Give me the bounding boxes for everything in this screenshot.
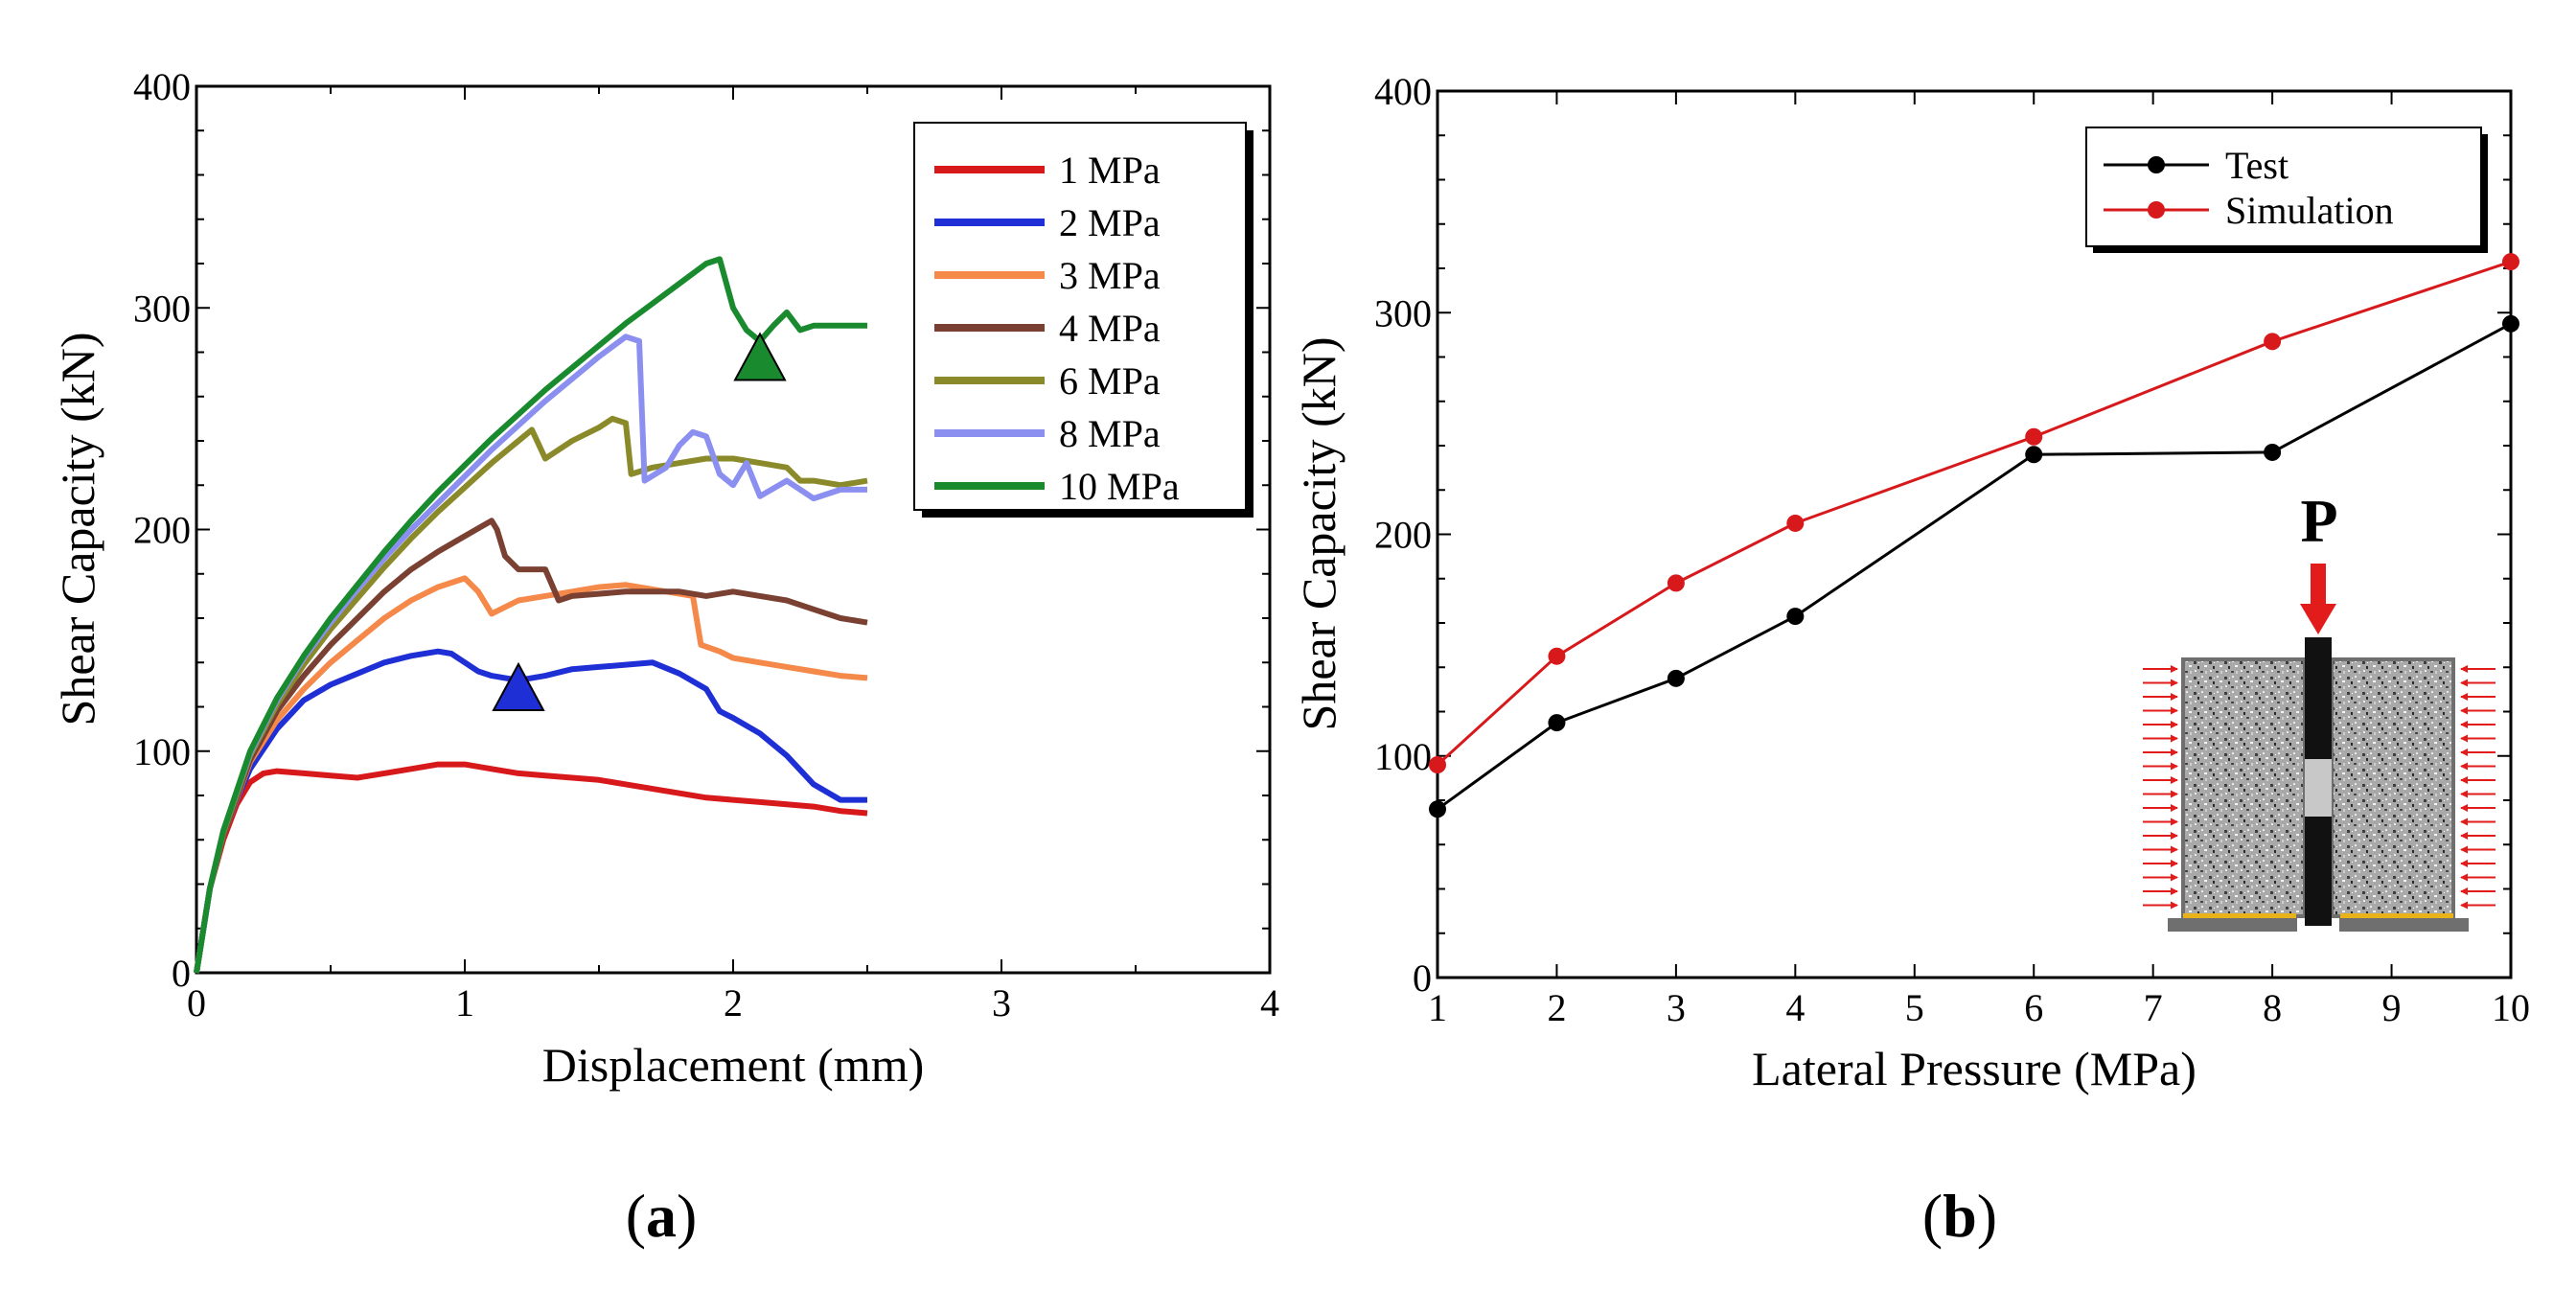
inset-left-support <box>2168 918 2297 932</box>
chart-b-legend-box <box>2085 127 2482 247</box>
data-point <box>1667 574 1685 592</box>
data-point <box>1786 514 1805 532</box>
chart-a-x-axis-label: Displacement (mm) <box>542 1038 925 1092</box>
legend-marker <box>2148 201 2165 219</box>
specimen-inset-diagram: P <box>2143 487 2496 932</box>
data-point <box>2264 443 2282 461</box>
data-point <box>2502 253 2519 271</box>
data-point <box>2025 446 2043 464</box>
chart-b-x-axis-label: Lateral Pressure (MPa) <box>1752 1042 2196 1095</box>
x-tick-label: 2 <box>724 981 743 1025</box>
legend-label: 6 MPa <box>1059 359 1161 403</box>
data-point <box>2025 427 2043 446</box>
legend-label: 4 MPa <box>1059 307 1161 350</box>
x-tick-label: 10 <box>2492 986 2530 1029</box>
series-line-2-mpa <box>194 648 867 974</box>
panel-label-b: (b) <box>1922 1182 1997 1250</box>
legend-label: Simulation <box>2225 189 2394 232</box>
data-point <box>1548 714 1566 732</box>
x-tick-label: 1 <box>455 981 474 1025</box>
y-tick-label: 0 <box>1413 956 1432 1000</box>
x-tick-label: 0 <box>187 981 206 1025</box>
y-tick-label: 300 <box>133 287 191 330</box>
inset-right-block <box>2330 657 2455 918</box>
y-tick-label: 100 <box>1374 735 1432 778</box>
panel-label-a: (a) <box>626 1182 698 1250</box>
series-line-10-mpa <box>194 256 867 974</box>
y-tick-label: 400 <box>133 65 191 108</box>
x-tick-label: 1 <box>1428 986 1447 1029</box>
x-tick-label: 9 <box>2382 986 2402 1029</box>
x-tick-label: 4 <box>1785 986 1805 1029</box>
chart-b-y-axis-label: Shear Capacity (kN) <box>1292 337 1346 731</box>
y-tick-label: 200 <box>133 509 191 552</box>
series-line-6-mpa <box>194 415 868 974</box>
y-tick-label: 0 <box>172 952 191 995</box>
data-point <box>1548 647 1566 665</box>
x-tick-label: 5 <box>1905 986 1924 1029</box>
y-tick-label: 200 <box>1374 514 1432 557</box>
triangle-marker <box>492 661 545 711</box>
inset-load-arrow-head <box>2300 604 2336 634</box>
inset-lateral-pressure-arrows-right <box>2460 665 2496 910</box>
data-point <box>1667 669 1685 687</box>
x-tick-label: 7 <box>2144 986 2163 1029</box>
series-line-3-mpa <box>194 575 868 974</box>
inset-center-gap <box>2305 759 2332 817</box>
inset-load-arrow-shaft <box>2311 564 2326 606</box>
x-tick-label: 3 <box>1667 986 1686 1029</box>
inset-load-label: P <box>2300 487 2337 555</box>
y-tick-label: 300 <box>1374 291 1432 334</box>
chart-a-ticks: 0 1 2 3 4 0 100 200 300 400 <box>133 65 1279 1025</box>
inset-right-bearing-strip <box>2340 913 2453 918</box>
legend-label: 10 MPa <box>1059 465 1180 508</box>
data-point <box>2264 333 2282 351</box>
legend-label: 1 MPa <box>1059 149 1161 192</box>
series-line-1-mpa <box>194 761 868 974</box>
chart-a-series <box>194 256 868 974</box>
chart-b-series <box>1429 253 2519 818</box>
x-tick-label: 2 <box>1547 986 1566 1029</box>
chart-a-legend-box <box>913 122 1247 511</box>
legend-label: 3 MPa <box>1059 254 1161 297</box>
inset-right-support <box>2339 918 2469 932</box>
data-point <box>1429 756 1446 773</box>
data-point <box>2502 314 2519 333</box>
legend-label: 8 MPa <box>1059 412 1161 455</box>
y-tick-label: 400 <box>1374 70 1432 113</box>
chart-a-markers <box>492 332 787 711</box>
inset-lateral-pressure-arrows-left <box>2143 665 2178 910</box>
inset-left-block <box>2181 657 2307 918</box>
y-tick-label: 100 <box>133 730 191 773</box>
chart-a-legend: 1 MPa 2 MPa 3 MPa 4 MPa 6 MPa 8 MPa 10 MPa <box>913 122 1254 518</box>
inset-left-bearing-strip <box>2183 913 2296 918</box>
chart-a: 0 1 2 3 4 0 100 200 300 400 Displacement (mm) She… <box>51 65 1279 1250</box>
series-line-4-mpa <box>194 518 868 974</box>
legend-label: 2 MPa <box>1059 201 1161 244</box>
x-tick-label: 6 <box>2024 986 2043 1029</box>
x-tick-label: 8 <box>2263 986 2282 1029</box>
x-tick-label: 3 <box>992 981 1011 1025</box>
x-tick-label: 4 <box>1260 981 1279 1025</box>
legend-label: Test <box>2225 144 2288 187</box>
legend-marker <box>2148 156 2165 173</box>
triangle-marker <box>733 332 787 381</box>
data-point <box>1786 608 1805 626</box>
data-point <box>1429 800 1446 818</box>
chart-a-y-axis-label: Shear Capacity (kN) <box>51 333 104 726</box>
